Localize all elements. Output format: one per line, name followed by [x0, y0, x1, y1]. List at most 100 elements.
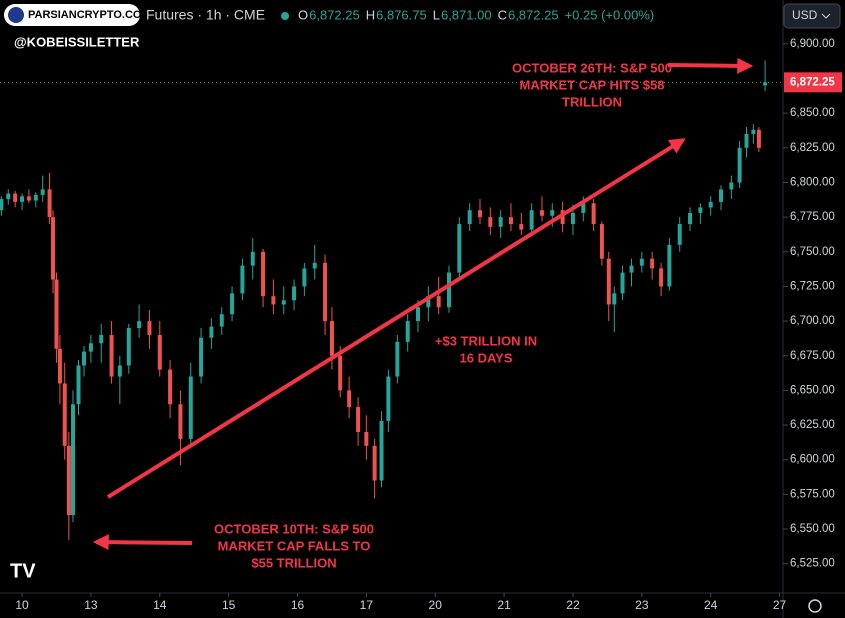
y-tick-label: 6,550.00 — [790, 523, 835, 535]
candle-body — [426, 296, 431, 308]
candle-body — [737, 147, 742, 183]
candle-body — [88, 343, 93, 352]
candle-body — [659, 268, 664, 287]
candle-body — [54, 279, 59, 349]
candle-body — [219, 314, 224, 327]
candle-body — [147, 321, 152, 335]
change: +0.25 (+0.00%) — [565, 7, 655, 22]
candle-body — [51, 217, 56, 280]
candle-body — [199, 337, 204, 377]
logo-text: PARSIANCRYPTO.COM — [28, 9, 151, 21]
settings-icon[interactable] — [808, 599, 822, 613]
candle-body — [230, 293, 235, 315]
y-tick-label: 6,650.00 — [790, 384, 835, 396]
x-tick-label: 24 — [704, 598, 718, 612]
x-tick-label: 14 — [153, 598, 167, 612]
x-tick-label: 27 — [773, 598, 787, 612]
candle-body — [302, 268, 307, 287]
candle-body — [560, 210, 565, 225]
candles — [0, 60, 768, 541]
candle-body — [519, 224, 524, 230]
candle-body — [667, 244, 672, 287]
dropdown-icon[interactable] — [821, 13, 831, 19]
candle-body — [117, 365, 122, 377]
currency-select[interactable] — [783, 3, 841, 29]
candle-body — [629, 265, 634, 273]
candle-body — [178, 404, 183, 439]
candle-body — [57, 348, 62, 384]
candle-body — [82, 351, 87, 366]
candle-body — [0, 199, 4, 211]
candle-body — [329, 321, 334, 356]
candle-body — [292, 286, 297, 301]
status-dot — [281, 12, 289, 20]
candle-body — [751, 129, 756, 134]
candle-body — [539, 210, 544, 216]
arrow-oct26 — [667, 57, 754, 74]
ohlc-value: 6,872.25 — [309, 7, 360, 22]
x-tick-label: 10 — [15, 598, 29, 612]
candle-body — [729, 182, 734, 190]
y-tick-label: 6,725.00 — [790, 280, 835, 292]
y-tick-label: 6,900.00 — [790, 38, 835, 50]
candle-body — [744, 133, 749, 148]
candle-body — [137, 321, 142, 329]
y-tick-label: 6,525.00 — [790, 558, 835, 570]
header: PARSIANCRYPTO.COM Futures · 1h · CME O 6,… — [4, 3, 841, 49]
candle-body — [498, 217, 503, 227]
currency[interactable]: USD — [792, 8, 818, 22]
candle-body — [323, 262, 328, 322]
logo-badge — [4, 4, 140, 26]
candle-body — [372, 445, 377, 481]
candle-body — [356, 407, 361, 432]
ohlc-key: C — [498, 7, 507, 22]
candle-body — [612, 293, 617, 305]
candle-body — [250, 251, 255, 266]
y-tick-label: 6,825.00 — [790, 142, 835, 154]
candle-body — [650, 258, 655, 269]
candle-body — [606, 258, 611, 305]
ohlc: O 6,872.25 H 6,876.75 L 6,871.00 C 6,872.25 +0.2… — [298, 7, 654, 22]
candle-body — [157, 334, 162, 370]
candle-body — [719, 189, 724, 202]
y-tick-label: 6,600.00 — [790, 454, 835, 466]
symbol: Futures · 1h · CME — [146, 7, 265, 23]
x-tick-label: 23 — [635, 598, 649, 612]
candle-body — [405, 321, 410, 342]
annotation: 16 DAYS — [460, 350, 513, 365]
candle-body — [436, 296, 441, 308]
logo-icon — [8, 7, 24, 23]
candle-body — [109, 334, 114, 377]
y-tick-label: 6,625.00 — [790, 419, 835, 431]
y-tick-label: 6,850.00 — [790, 107, 835, 119]
annotations: OCTOBER 26TH: S&P 500 MARKET CAP HITS $58… — [214, 60, 672, 570]
ohlc-value: 6,876.75 — [376, 7, 427, 22]
annotation: MARKET CAP FALLS TO — [218, 538, 371, 553]
candle-body — [708, 201, 713, 208]
candle-body — [488, 217, 493, 227]
axes: 6,525.00 6,550.00 6,575.00 6,600.00 6,625.00… — [0, 38, 842, 612]
candle-body — [209, 326, 214, 338]
candle-body — [386, 376, 391, 421]
x-tick-label: 22 — [566, 598, 580, 612]
candle-body — [70, 404, 75, 516]
x-tick-label: 16 — [291, 598, 305, 612]
candle-body — [26, 196, 31, 201]
y-tick-label: 6,775.00 — [790, 211, 835, 223]
candle-body — [698, 207, 703, 213]
annotation: OCTOBER 26TH: S&P 500 — [512, 60, 672, 75]
x-tick-label: 21 — [497, 598, 511, 612]
candle-body — [763, 82, 768, 86]
candle-body — [550, 210, 555, 216]
annotation: TRILLION — [562, 94, 622, 109]
annotation: +$3 TRILLION IN — [435, 333, 537, 348]
candle-body — [447, 272, 452, 308]
candle-body — [62, 383, 67, 446]
x-tick-label: 20 — [429, 598, 443, 612]
y-tick-label: 6,800.00 — [790, 177, 835, 189]
candle-body — [47, 189, 52, 218]
trend-arrow — [106, 138, 686, 499]
